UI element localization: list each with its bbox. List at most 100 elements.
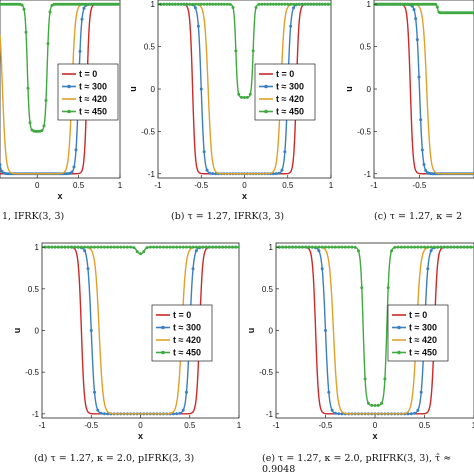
series-point	[201, 245, 205, 249]
series-point	[306, 2, 310, 6]
series-point	[465, 245, 469, 249]
y-tick-label: -0.5	[357, 127, 371, 136]
series-point	[191, 245, 195, 249]
x-tick-label: -1	[154, 181, 162, 190]
series-point	[297, 245, 301, 249]
series-point	[317, 249, 321, 253]
legend-marker	[397, 350, 401, 355]
series-point	[155, 245, 159, 249]
series-point	[102, 245, 106, 249]
series-point	[292, 6, 296, 10]
y-tick-label: 0	[367, 85, 372, 94]
series-point	[380, 401, 384, 405]
y-axis-label: u	[344, 86, 354, 92]
series-point	[289, 24, 293, 28]
series-point	[214, 245, 218, 249]
series-point	[315, 2, 319, 6]
x-tick-label: 1	[237, 421, 242, 430]
series-point	[350, 245, 354, 249]
y-tick-label: 0	[35, 327, 40, 336]
x-tick-label: 1	[118, 181, 123, 190]
series-point	[413, 411, 417, 415]
series-point	[181, 408, 185, 412]
legend-marker	[161, 350, 165, 355]
series-point	[263, 2, 267, 6]
series-point	[72, 165, 76, 169]
series-point	[199, 2, 203, 6]
series-point	[327, 245, 331, 249]
series-point	[231, 5, 235, 9]
series-point	[0, 163, 2, 167]
series-point	[28, 121, 32, 125]
series-point	[185, 2, 189, 6]
y-tick-label: 0	[151, 85, 156, 94]
y-tick-label: 0.5	[28, 285, 40, 294]
caption-c: (c) τ = 1.27, κ = 2	[374, 211, 462, 222]
series-point	[284, 245, 288, 249]
series-point	[286, 2, 290, 6]
series-point	[221, 245, 225, 249]
series-point	[196, 24, 200, 28]
series-point	[326, 2, 330, 6]
series-point	[281, 245, 285, 249]
y-tick-label: 0.5	[144, 43, 156, 52]
series-point	[373, 403, 377, 407]
series-point	[48, 10, 52, 14]
y-tick-label: -0.5	[25, 368, 39, 377]
caption-d: (d) τ = 1.27, κ = 2.0, pIFRK(3, 3)	[34, 453, 194, 464]
series-point	[416, 245, 420, 249]
x-tick-label: 1	[472, 421, 474, 430]
series-point	[96, 408, 100, 412]
series-point	[271, 2, 275, 6]
series-point	[191, 2, 195, 6]
series-point	[161, 245, 165, 249]
series-point	[109, 245, 113, 249]
x-tick-label: 0.5	[184, 421, 196, 430]
series-point	[63, 245, 67, 249]
caption-a: 1, IFRK(3, 3)	[2, 211, 64, 222]
legend-marker	[67, 109, 71, 114]
series-point	[0, 169, 4, 173]
x-tick-label: -0.5	[84, 421, 98, 430]
series-point	[303, 2, 307, 6]
legend-entry: t ≈ 450	[409, 348, 437, 358]
series-point	[152, 245, 156, 249]
series-point	[211, 172, 215, 176]
x-axis-label: x	[242, 191, 247, 201]
series-point	[184, 390, 188, 394]
legend-entry: t ≈ 300	[409, 323, 437, 333]
legend-entry: t ≈ 420	[276, 94, 304, 104]
legend-entry: t ≈ 420	[79, 94, 107, 104]
legend-entry: t ≈ 450	[276, 107, 304, 117]
series-point	[139, 252, 142, 256]
y-axis-label: u	[246, 328, 256, 334]
x-tick-label: 0	[373, 421, 378, 430]
series-point	[79, 245, 83, 249]
series-point	[340, 245, 344, 249]
series-point	[89, 245, 93, 249]
series-point	[217, 2, 221, 6]
series-point	[228, 2, 232, 6]
series-point	[193, 6, 197, 10]
series-point	[337, 412, 341, 416]
series-point	[469, 245, 473, 249]
series-point	[363, 377, 367, 381]
series-point	[459, 245, 463, 249]
y-tick-label: -1	[32, 410, 40, 419]
series-point	[205, 2, 209, 6]
series-point	[442, 245, 446, 249]
series-point	[26, 86, 30, 90]
panel-top-middle: -1 -0.5 0 0.5 1 -1 -0.5 0 0.5 1 x u t = 0 t ≈ 300 t ≈ …	[128, 0, 334, 201]
panel-top-left: 0 0.5 1 x t = 0 t ≈ 300 t ≈ 420 t ≈ 450	[0, 0, 123, 201]
x-tick-label: -1	[38, 421, 46, 430]
series-point	[426, 267, 430, 271]
series-point	[277, 171, 281, 175]
series-point	[225, 2, 229, 6]
series-point	[148, 245, 152, 249]
series-point	[277, 2, 281, 6]
x-tick-label: 0.5	[282, 181, 294, 190]
y-axis-label: u	[128, 86, 138, 92]
legend-entry: t ≈ 420	[173, 335, 201, 345]
series-point	[99, 411, 103, 415]
series-point	[456, 245, 459, 249]
